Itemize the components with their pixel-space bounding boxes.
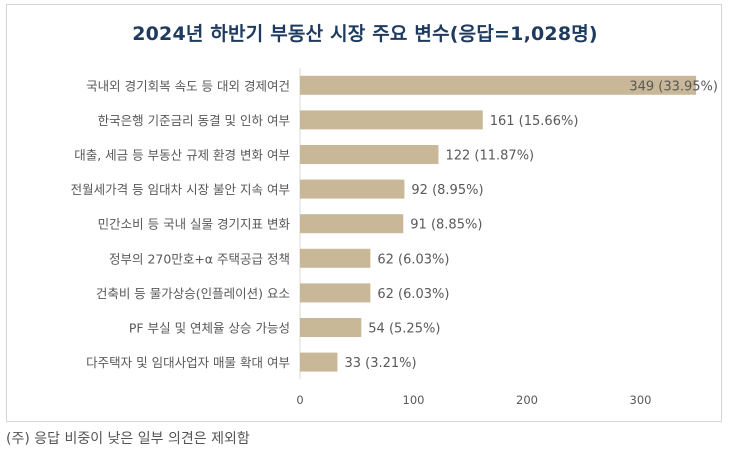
data-label: 62 (6.03%) [377, 252, 449, 267]
category-label: 대출, 세금 등 부동산 규제 환경 변화 여부 [74, 148, 290, 163]
bar [300, 352, 338, 372]
bar [300, 283, 371, 303]
category-label: 민간소비 등 국내 실물 경기지표 변화 [98, 217, 291, 232]
data-label: 91 (8.85%) [410, 218, 482, 233]
category-label: 정부의 270만호+α 주택공급 정책 [109, 251, 290, 266]
x-tick-label: 200 [516, 393, 538, 407]
data-label: 122 (11.87%) [445, 149, 534, 164]
bar [300, 145, 439, 164]
x-tick-label: 300 [630, 393, 652, 407]
chart-frame: 2024년 하반기 부동산 시장 주요 변수(응답=1,028명) [6, 4, 722, 422]
footnote: (주) 응답 비중이 낮은 일부 의견은 제외함 [6, 431, 250, 447]
data-label: 54 (5.25%) [368, 322, 440, 337]
bar [300, 110, 483, 130]
category-label: 한국은행 기준금리 동결 및 인하 여부 [98, 113, 290, 128]
x-tick-label: 0 [296, 393, 303, 407]
bar [300, 214, 404, 234]
bar [300, 248, 371, 268]
data-label: 33 (3.21%) [344, 356, 416, 371]
bar [300, 75, 697, 95]
data-label: 62 (6.03%) [377, 287, 449, 302]
category-label: PF 부실 및 연체율 상승 가능성 [129, 321, 290, 336]
category-label: 국내외 경기회복 속도 등 대외 경제여건 [86, 78, 290, 93]
category-label: 다주택자 및 임대사업자 매물 확대 여부 [86, 355, 290, 370]
chart-title: 2024년 하반기 부동산 시장 주요 변수(응답=1,028명) [132, 23, 598, 45]
bar [300, 179, 405, 199]
category-label: 건축비 등 물가상승(인플레이션) 요소 [96, 286, 290, 301]
bar [300, 318, 362, 337]
data-label: 349 (33.95%) [629, 79, 718, 94]
category-label: 전월세가격 등 임대차 시장 불안 지속 여부 [71, 182, 290, 197]
data-label: 161 (15.66%) [490, 114, 579, 129]
data-label: 92 (8.95%) [411, 183, 483, 198]
x-tick-label: 100 [403, 393, 425, 407]
